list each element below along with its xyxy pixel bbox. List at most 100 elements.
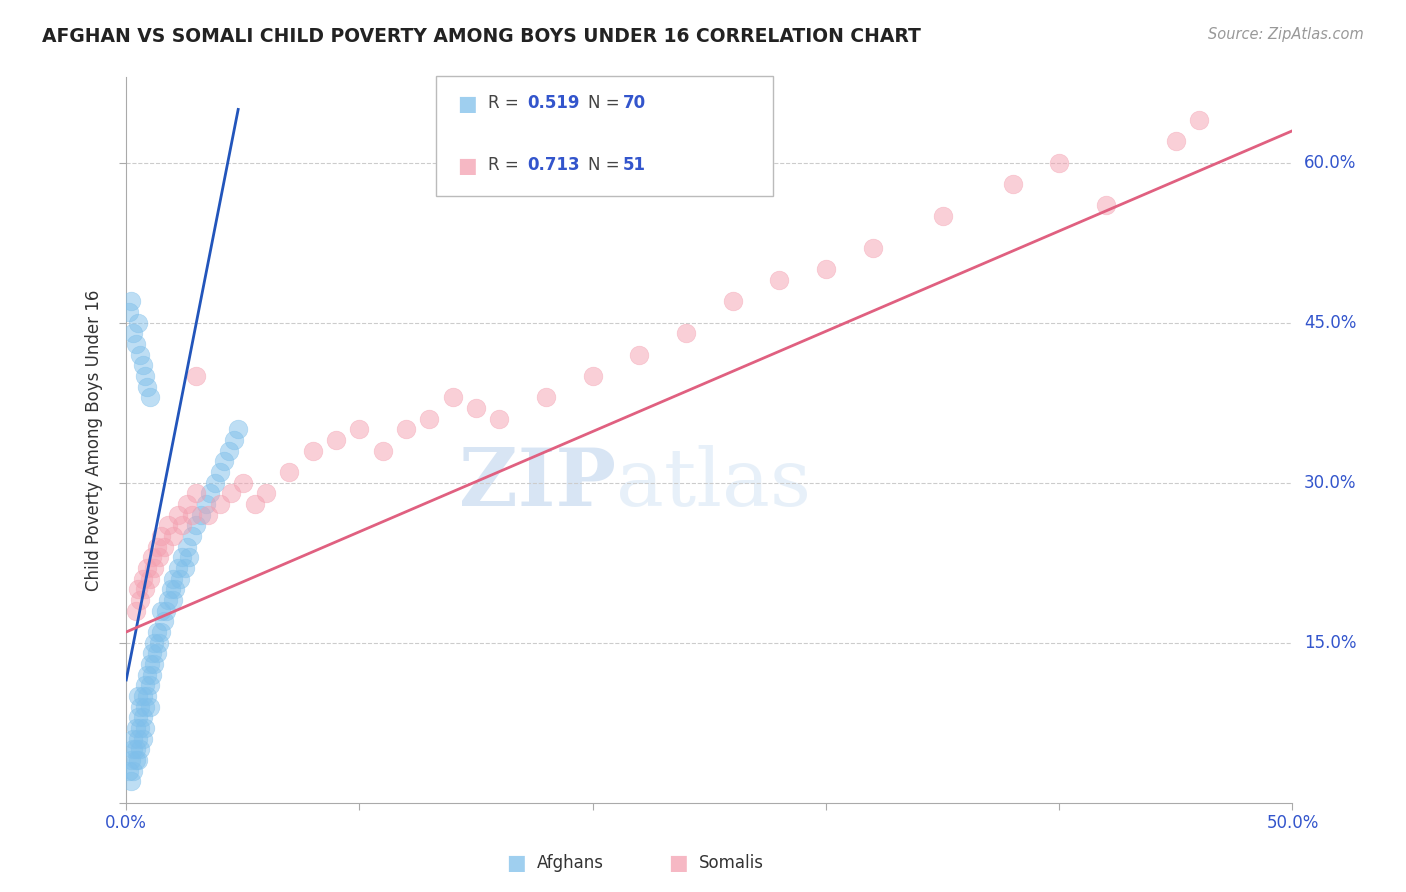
Text: ■: ■ xyxy=(506,854,526,873)
Point xyxy=(166,508,188,522)
Point xyxy=(131,689,153,703)
Point xyxy=(134,721,156,735)
Text: AFGHAN VS SOMALI CHILD POVERTY AMONG BOYS UNDER 16 CORRELATION CHART: AFGHAN VS SOMALI CHILD POVERTY AMONG BOY… xyxy=(42,27,921,45)
Point xyxy=(141,550,163,565)
Text: ■: ■ xyxy=(668,854,688,873)
Point xyxy=(136,561,159,575)
Text: Afghans: Afghans xyxy=(537,855,605,872)
Text: Somalis: Somalis xyxy=(699,855,763,872)
Point xyxy=(219,486,242,500)
Point xyxy=(162,572,184,586)
Point xyxy=(208,497,231,511)
Point xyxy=(157,518,180,533)
Point xyxy=(172,550,194,565)
Point xyxy=(117,764,139,778)
Point xyxy=(152,615,174,629)
Point xyxy=(180,508,202,522)
Point xyxy=(488,411,510,425)
Point xyxy=(136,689,159,703)
Text: N =: N = xyxy=(588,94,624,112)
Text: 15.0%: 15.0% xyxy=(1305,633,1357,652)
Point xyxy=(176,540,198,554)
Text: 45.0%: 45.0% xyxy=(1305,314,1357,332)
Point xyxy=(162,529,184,543)
Point xyxy=(162,593,184,607)
Text: ■: ■ xyxy=(457,94,477,113)
Point xyxy=(226,422,249,436)
Point xyxy=(148,635,170,649)
Point xyxy=(124,337,146,351)
Point xyxy=(197,508,219,522)
Text: R =: R = xyxy=(488,94,524,112)
Point xyxy=(143,657,166,671)
Point xyxy=(418,411,440,425)
Point xyxy=(582,369,605,384)
Point xyxy=(122,764,145,778)
Point xyxy=(131,359,153,373)
Point xyxy=(186,486,208,500)
Point xyxy=(129,742,152,756)
Point xyxy=(124,742,146,756)
Point xyxy=(218,443,240,458)
Point xyxy=(129,699,152,714)
Text: ZIP: ZIP xyxy=(458,444,616,523)
Point xyxy=(1188,113,1211,128)
Point xyxy=(301,443,323,458)
Text: R =: R = xyxy=(488,156,524,174)
Point xyxy=(768,273,790,287)
Point xyxy=(134,582,156,597)
Point xyxy=(1001,177,1024,191)
Point xyxy=(1164,135,1187,149)
Text: Source: ZipAtlas.com: Source: ZipAtlas.com xyxy=(1208,27,1364,42)
Text: 70: 70 xyxy=(623,94,645,112)
Point xyxy=(186,369,208,384)
Point xyxy=(232,475,254,490)
Point xyxy=(136,667,159,681)
Point xyxy=(150,529,173,543)
Point xyxy=(136,380,159,394)
Point xyxy=(862,241,884,255)
Point xyxy=(143,561,166,575)
Point xyxy=(190,508,212,522)
Point xyxy=(1095,198,1118,212)
Text: 60.0%: 60.0% xyxy=(1305,153,1357,172)
Point xyxy=(441,390,464,404)
Point xyxy=(157,593,180,607)
Point xyxy=(465,401,488,415)
Point xyxy=(117,305,139,319)
Point xyxy=(814,262,837,277)
Text: atlas: atlas xyxy=(616,444,811,523)
Point xyxy=(145,540,167,554)
Point xyxy=(721,294,744,309)
Point xyxy=(208,465,231,479)
Text: ■: ■ xyxy=(457,156,477,176)
Point xyxy=(172,518,194,533)
Point xyxy=(141,667,163,681)
Point xyxy=(120,294,142,309)
Point xyxy=(159,582,181,597)
Point xyxy=(278,465,301,479)
Point xyxy=(148,550,170,565)
Point xyxy=(134,369,156,384)
Point xyxy=(169,572,191,586)
Point xyxy=(141,646,163,660)
Point xyxy=(371,443,394,458)
Point xyxy=(145,646,167,660)
Point xyxy=(138,678,160,692)
Point xyxy=(143,635,166,649)
Text: N =: N = xyxy=(588,156,624,174)
Point xyxy=(131,731,153,746)
Point xyxy=(127,316,149,330)
Point xyxy=(150,604,173,618)
Point xyxy=(127,731,149,746)
Point xyxy=(243,497,266,511)
Point xyxy=(152,540,174,554)
Point xyxy=(222,433,245,447)
Point xyxy=(165,582,187,597)
Point xyxy=(204,475,226,490)
Point xyxy=(129,593,152,607)
Text: 0.519: 0.519 xyxy=(527,94,579,112)
Point xyxy=(628,348,651,362)
Point xyxy=(194,497,217,511)
Text: 30.0%: 30.0% xyxy=(1305,474,1357,491)
